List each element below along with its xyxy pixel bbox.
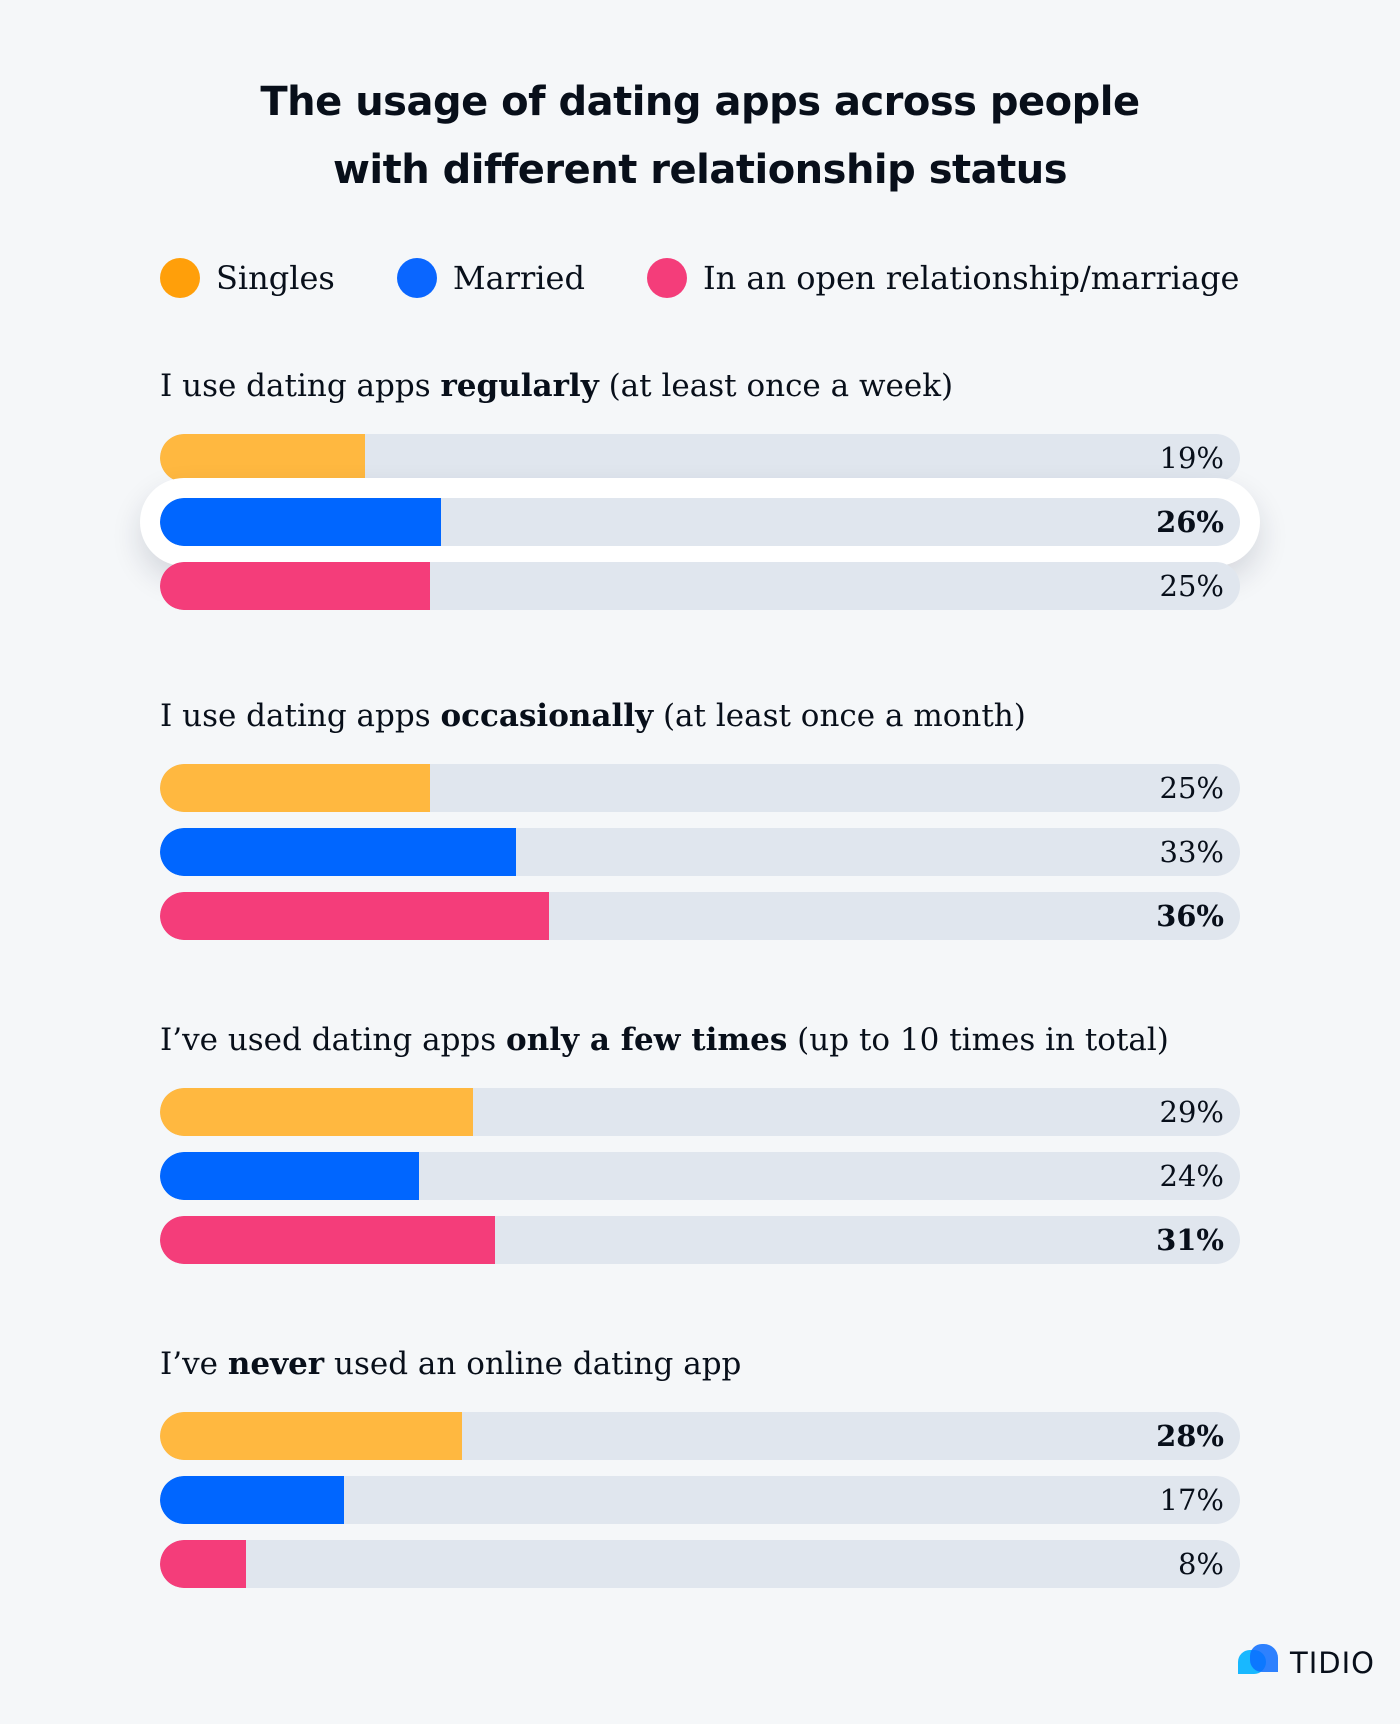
category-label-part: I use dating apps: [160, 698, 441, 734]
category-label-part: used an online dating app: [324, 1346, 742, 1382]
category-label: I’ve never used an online dating app: [160, 1346, 741, 1382]
legend-label: Singles: [216, 259, 335, 297]
bar-1-1: [160, 828, 517, 876]
data-label: 19%: [1159, 441, 1224, 475]
chart-title: The usage of dating apps across people w…: [0, 68, 1400, 204]
bar-0-2: [160, 1088, 474, 1136]
bar-0-0: [160, 434, 366, 482]
data-label: 31%: [1156, 1223, 1224, 1257]
data-label: 36%: [1156, 899, 1224, 933]
legend-item-married: Married: [396, 258, 585, 298]
category-label-part: I’ve: [160, 1346, 228, 1382]
bar-2-3: [160, 1540, 247, 1588]
bar-track: 17%: [160, 1476, 1240, 1524]
tidio-logo-icon: [1238, 1644, 1278, 1674]
category-label: I use dating apps regularly (at least on…: [160, 368, 953, 404]
title-line-1: The usage of dating apps across people: [260, 79, 1140, 125]
category-label-part: I’ve used dating apps: [160, 1022, 507, 1058]
category-label-part: (at least once a month): [653, 698, 1026, 734]
data-label: 26%: [1156, 505, 1224, 539]
category-label-part: (at least once a week): [598, 368, 954, 404]
category-label-part: (up to 10 times in total): [787, 1022, 1169, 1058]
data-label: 17%: [1159, 1483, 1224, 1517]
legend-item-singles: Singles: [160, 258, 335, 298]
legend-swatch: [160, 258, 200, 298]
title-line-2: with different relationship status: [332, 147, 1068, 193]
data-label: 25%: [1159, 771, 1224, 805]
data-label: 24%: [1159, 1159, 1224, 1193]
bar-track: 28%: [160, 1412, 1240, 1460]
bar-track: 25%: [160, 764, 1240, 812]
bar-track: 26%: [160, 498, 1240, 546]
bar-2-1: [160, 892, 549, 940]
bar-1-2: [160, 1152, 420, 1200]
bar-track: 25%: [160, 562, 1240, 610]
legend-label: In an open relationship/marriage: [702, 259, 1240, 297]
category-label-part: only a few times: [506, 1022, 788, 1058]
bar-1-0: [160, 498, 441, 546]
data-label: 28%: [1156, 1419, 1224, 1453]
bar-track: 29%: [160, 1088, 1240, 1136]
bar-track: 19%: [160, 434, 1240, 482]
bar-track: 8%: [160, 1540, 1240, 1588]
bar-1-3: [160, 1476, 344, 1524]
bar-0-1: [160, 764, 430, 812]
bar-0-3: [160, 1412, 463, 1460]
legend-item-open: In an open relationship/marriage: [646, 258, 1240, 298]
bar-track: 36%: [160, 892, 1240, 940]
category-label-part: I use dating apps: [160, 368, 441, 404]
category-label: I’ve used dating apps only a few times (…: [160, 1022, 1169, 1058]
bar-2-2: [160, 1216, 495, 1264]
bar-2-0: [160, 562, 430, 610]
category-label-part: regularly: [440, 368, 599, 404]
data-label: 8%: [1177, 1547, 1224, 1581]
bar-track: 33%: [160, 828, 1240, 876]
category-label-part: occasionally: [440, 698, 654, 734]
legend-swatch: [396, 258, 437, 298]
legend-swatch: [646, 258, 687, 298]
legend: Singles Married In an open relationship/…: [160, 258, 1301, 298]
tidio-logo: TIDIO: [1238, 1644, 1375, 1682]
data-label: 33%: [1159, 835, 1224, 869]
category-label: I use dating apps occasionally (at least…: [160, 698, 1026, 734]
category-label-part: never: [227, 1346, 325, 1382]
bar-track: 31%: [160, 1216, 1240, 1264]
data-label: 25%: [1159, 569, 1224, 603]
legend-label: Married: [452, 259, 585, 297]
data-label: 29%: [1159, 1095, 1224, 1129]
bar-track: 24%: [160, 1152, 1240, 1200]
brand-name: TIDIO: [1290, 1646, 1375, 1680]
